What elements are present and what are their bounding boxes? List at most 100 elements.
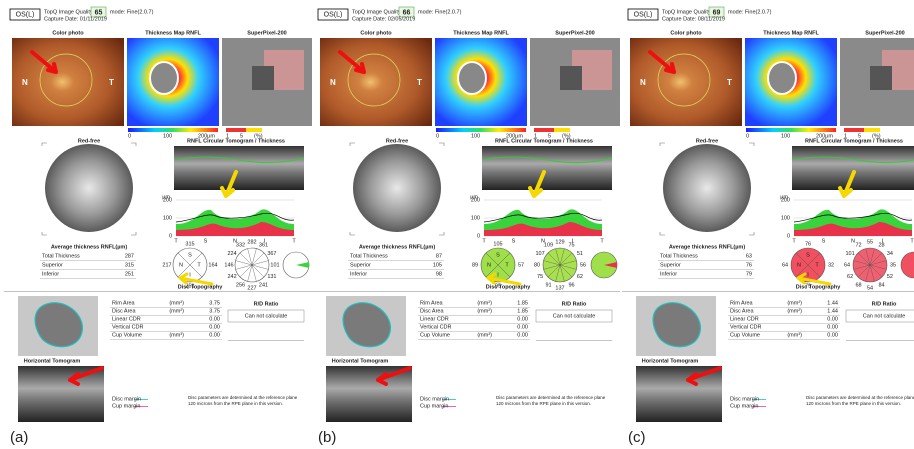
clock-value: 28 <box>878 243 884 249</box>
legend-entry: Cup margin <box>112 403 140 409</box>
legend-entry: Disc margin <box>112 396 141 402</box>
clock-value: 35 <box>890 262 896 268</box>
quality-label: TopQ Image Quality: <box>662 9 713 15</box>
axis-tick: 100 <box>163 215 172 221</box>
table-title: Average thickness RNFL(µm) <box>359 244 435 250</box>
param-unit: (mm²) <box>787 308 802 314</box>
section-title: Horizontal Tomogram <box>642 358 699 364</box>
separator <box>622 291 914 292</box>
optic-disc <box>458 62 486 94</box>
param-label: Disc Area <box>730 308 754 314</box>
quality-value: 66 <box>403 9 411 16</box>
row-label: Total Thickness <box>660 253 698 259</box>
param-label: Cup Volume <box>112 332 142 338</box>
clock-value: 282 <box>247 239 256 245</box>
quadrant-value: 89 <box>472 262 478 268</box>
param-value: 3.75 <box>209 308 220 314</box>
quadrant-value: 164 <box>208 262 217 268</box>
note: 120 microns from the RPE plane in this v… <box>496 401 591 406</box>
eye-label: OS(L) <box>16 11 35 18</box>
axis-tick: 0 <box>477 233 480 239</box>
row-label: Inferior <box>660 271 677 277</box>
report-panel: OS(L)TopQ Image Quality:66mode: Fine(2.0… <box>312 7 620 446</box>
rd-axis <box>228 340 304 341</box>
panel-label: (b) <box>318 429 336 446</box>
row-value: 287 <box>125 253 134 259</box>
red-free-image <box>45 144 133 232</box>
sp-bar <box>864 128 880 132</box>
clock-value: 242 <box>227 274 236 280</box>
quadrant-value: 76 <box>805 241 811 247</box>
param-value: 0.00 <box>209 316 220 322</box>
superpixel-disc <box>252 66 274 90</box>
axis-tick: 0 <box>169 233 172 239</box>
image-title: SuperPixel-200 <box>247 30 286 36</box>
quadrant-value: 64 <box>782 262 788 268</box>
panel-label: (a) <box>10 429 28 446</box>
quadrant-value: 315 <box>185 241 194 247</box>
clock-value: 131 <box>267 274 276 280</box>
photo-label: T <box>417 78 422 87</box>
legend-entry: Cup margin <box>730 403 758 409</box>
section-title: RNFL Circular Tomogram / Thickness <box>187 138 285 144</box>
param-value: 3.75 <box>209 300 220 306</box>
scale-label: 100 <box>163 133 172 139</box>
sector-label: T <box>482 238 486 244</box>
param-unit: (mm²) <box>477 308 492 314</box>
clock-value: 75 <box>537 274 543 280</box>
quality-value: 65 <box>95 9 103 16</box>
image-title: Red-free <box>386 138 408 144</box>
sector-label: S <box>512 238 516 244</box>
quadrant-letter: S <box>496 252 500 258</box>
note: Disc parameters are determined at the re… <box>496 395 606 400</box>
image-title: Thickness Map RNFL <box>453 30 509 36</box>
capture-date: Capture Date: 01/11/2019 <box>44 16 107 22</box>
map-colorbar <box>128 128 218 132</box>
param-value: 1.85 <box>517 300 528 306</box>
table-title: Average thickness RNFL(µm) <box>51 244 127 250</box>
row-value: 63 <box>746 253 752 259</box>
row-label: Total Thickness <box>350 253 388 259</box>
param-label: Vertical CDR <box>112 324 144 330</box>
quadrant-value: 105 <box>493 241 502 247</box>
map-colorbar <box>436 128 526 132</box>
rd-title: R/D Ratio <box>562 301 587 307</box>
scale-label: 0 <box>436 133 439 139</box>
clock-value: 68 <box>855 282 861 288</box>
clock-value: 256 <box>236 282 245 288</box>
param-value: 0.00 <box>209 324 220 330</box>
quadrant-value: 32 <box>828 262 834 268</box>
param-value: 1.44 <box>827 308 838 314</box>
quality-label: TopQ Image Quality: <box>44 9 95 15</box>
param-value: 0.00 <box>517 332 528 338</box>
image-title: Color photo <box>360 30 392 36</box>
sp-bar <box>226 128 246 132</box>
sector-label: N <box>851 238 855 244</box>
clock-value: 62 <box>847 274 853 280</box>
sector-label: S <box>204 238 208 244</box>
clock-value: 101 <box>845 251 854 257</box>
clock-value: 137 <box>555 285 564 291</box>
section-title: Horizontal Tomogram <box>332 358 389 364</box>
quality-label: TopQ Image Quality: <box>352 9 403 15</box>
note: 120 microns from the RPE plane in this v… <box>188 401 283 406</box>
sector-label: T <box>292 238 296 244</box>
param-label: Linear CDR <box>730 316 759 322</box>
photo-label: T <box>727 78 732 87</box>
section-title: Disc Topography <box>796 284 841 290</box>
image-title: Red-free <box>78 138 100 144</box>
param-unit: (mm²) <box>169 300 184 306</box>
eye-label: OS(L) <box>324 11 343 18</box>
section-title: RNFL Circular Tomogram / Thickness <box>805 138 903 144</box>
param-label: Vertical CDR <box>420 324 452 330</box>
clock-value: 109 <box>544 243 553 249</box>
scale-label: 0 <box>746 133 749 139</box>
quadrant-letter: S <box>188 252 192 258</box>
image-title: Color photo <box>52 30 84 36</box>
circular-tomogram <box>482 146 612 190</box>
param-value: 0.00 <box>827 324 838 330</box>
circular-tomogram <box>174 146 304 190</box>
rd-note: Can not calculate <box>863 313 906 319</box>
sp-bar <box>554 128 570 132</box>
image-title: SuperPixel-200 <box>865 30 904 36</box>
